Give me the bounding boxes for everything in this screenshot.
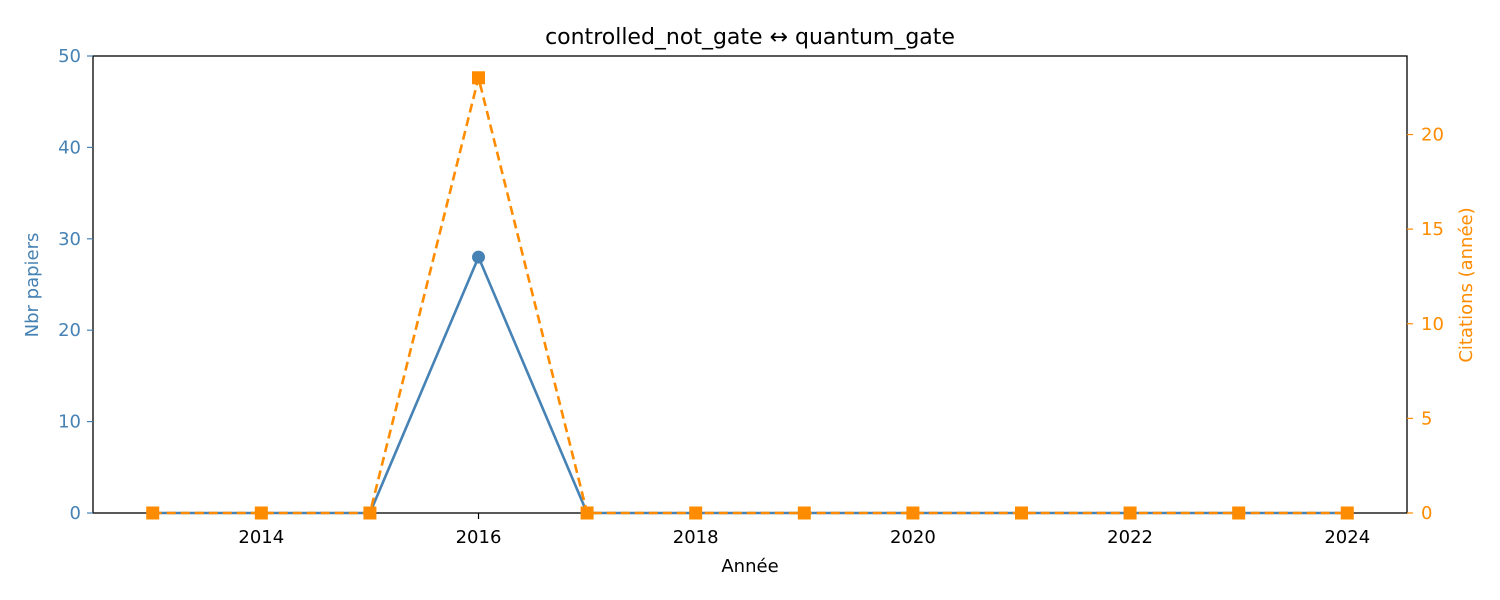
series-right-point bbox=[1340, 506, 1354, 520]
left-y-tick-label: 40 bbox=[58, 137, 81, 158]
series-right-point bbox=[472, 71, 486, 85]
series-right-point bbox=[906, 506, 920, 520]
x-tick-label: 2016 bbox=[456, 527, 502, 548]
left-y-tick-label: 0 bbox=[70, 503, 81, 524]
series-right-point bbox=[146, 506, 160, 520]
right-y-tick-label: 5 bbox=[1421, 408, 1432, 429]
left-axis-title: Nbr papiers bbox=[22, 233, 43, 338]
right-y-tick-label: 20 bbox=[1421, 125, 1444, 146]
series-right-point bbox=[1014, 506, 1028, 520]
left-y-tick-label: 20 bbox=[58, 320, 81, 341]
right-y-tick-label: 0 bbox=[1421, 503, 1432, 524]
left-y-tick-label: 50 bbox=[58, 46, 81, 67]
series-right-point bbox=[689, 506, 703, 520]
series-right-point bbox=[363, 506, 377, 520]
chart-title: controlled_not_gate ↔ quantum_gate bbox=[545, 25, 955, 50]
series-right-point bbox=[1123, 506, 1137, 520]
left-y-tick-label: 30 bbox=[58, 229, 81, 250]
series-right-point bbox=[580, 506, 594, 520]
series-left-line bbox=[152, 255, 1348, 515]
x-tick-label: 2022 bbox=[1107, 527, 1153, 548]
series-right-line bbox=[152, 76, 1348, 515]
plot-area: 2014 2016 2018 2020 2022 2024 0 10 20 30 40 50 0 5 10 1… bbox=[58, 46, 1444, 548]
series-right-point bbox=[254, 506, 268, 520]
right-y-tick-label: 15 bbox=[1421, 219, 1444, 240]
x-tick-label: 2024 bbox=[1324, 527, 1370, 548]
series-left-point bbox=[472, 250, 486, 264]
right-axis-title: Citations (année) bbox=[1456, 207, 1477, 362]
x-tick-label: 2020 bbox=[890, 527, 936, 548]
x-tick-label: 2014 bbox=[238, 527, 284, 548]
right-y-tick-label: 10 bbox=[1421, 314, 1444, 335]
series-right-point bbox=[797, 506, 811, 520]
left-y-tick-label: 10 bbox=[58, 412, 81, 433]
series-right-point bbox=[1232, 506, 1246, 520]
x-tick-label: 2018 bbox=[673, 527, 719, 548]
x-axis-title: Année bbox=[721, 556, 778, 577]
plot-frame bbox=[92, 55, 1408, 514]
